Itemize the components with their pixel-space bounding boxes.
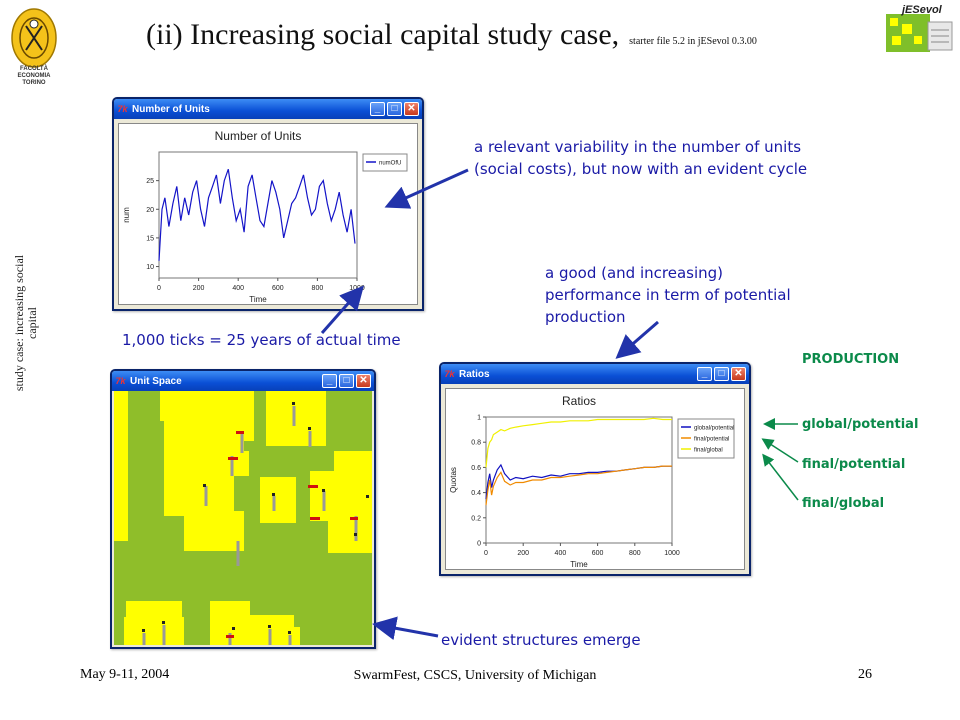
- window-title: Unit Space: [130, 375, 182, 387]
- maximize-button[interactable]: □: [339, 374, 354, 388]
- production-heading: PRODUCTION: [802, 352, 900, 367]
- x-tick-label: 200: [517, 550, 529, 557]
- footer-page-number: 26: [858, 667, 872, 682]
- performance-note-line3: production: [545, 308, 626, 326]
- ratios-chart-panel: Ratios 0 200 400 600 800 1000 0 0.2 0.4 0.6 0.8 1 Tim…: [445, 388, 745, 570]
- plot-area: [158, 151, 358, 279]
- y-tick-label: 0.6: [471, 465, 481, 472]
- y-tick-label: 10: [146, 264, 154, 271]
- arrow-space: [372, 616, 439, 641]
- y-tick-label: 0.8: [471, 440, 481, 447]
- y-tick-label: 25: [146, 178, 154, 185]
- logo-text-3: TORINO: [22, 80, 46, 86]
- units-note: a relevant variability in the number of …: [474, 136, 807, 180]
- unit-space-grid[interactable]: [114, 391, 372, 645]
- production-item-global-potential: global/potential: [802, 417, 919, 432]
- chart-title: Number of Units: [215, 129, 302, 143]
- slide-title: (ii) Increasing social capital study cas…: [146, 18, 757, 52]
- side-label: study case: increasing social capital: [12, 254, 39, 392]
- window-title: Number of Units: [132, 103, 210, 115]
- ratios-chart: Ratios 0 200 400 600 800 1000 0 0.2 0.4 0.6 0.8 1 Tim…: [449, 394, 735, 569]
- title-small: starter file 5.2 in jESevol 0.3.00: [629, 36, 757, 47]
- jesevol-logo-text: jESevol: [902, 4, 942, 16]
- x-tick-label: 800: [312, 285, 324, 292]
- performance-note: a good (and increasing) performance in t…: [545, 262, 791, 328]
- x-tick-label: 1000: [349, 285, 365, 292]
- number-of-units-window[interactable]: 7k Number of Units _ □ ✕ Number of Units…: [112, 97, 424, 311]
- minimize-button[interactable]: _: [697, 367, 712, 381]
- chart-title: Ratios: [562, 394, 596, 408]
- ticks-note: 1,000 ticks = 25 years of actual time: [122, 331, 401, 349]
- window-titlebar[interactable]: 7k Ratios _ □ ✕: [441, 364, 749, 384]
- y-tick-label: 0.4: [471, 490, 481, 497]
- close-button[interactable]: ✕: [731, 367, 746, 381]
- footer-event: SwarmFest, CSCS, University of Michigan: [353, 668, 597, 683]
- y-tick-label: 0: [477, 541, 481, 548]
- y-tick-label: 20: [146, 207, 154, 214]
- x-tick-label: 600: [272, 285, 284, 292]
- x-tick-label: 400: [555, 550, 567, 557]
- legend-label: numOfU: [379, 161, 401, 167]
- legend-label: final/global: [694, 448, 723, 454]
- x-tick-label: 0: [157, 285, 161, 292]
- series-line-final-potential: [485, 465, 672, 506]
- plot-area: [485, 416, 673, 544]
- logo-text-2: ECONOMIA: [17, 73, 51, 79]
- arrow-final-potential: [761, 438, 799, 463]
- window-titlebar[interactable]: 7k Number of Units _ □ ✕: [114, 99, 422, 119]
- units-chart: Number of Units 0 200 400 600 800 1000 10 15 20 25…: [122, 129, 408, 304]
- y-tick-label: 1: [477, 415, 481, 422]
- performance-note-line2: performance in term of potential: [545, 286, 791, 304]
- window-title: Ratios: [459, 368, 490, 380]
- x-tick-label: 1000: [664, 550, 680, 557]
- arrow-final-global: [762, 453, 799, 501]
- units-chart-panel: Number of Units 0 200 400 600 800 1000 10 15 20 25…: [118, 123, 418, 305]
- x-tick-label: 400: [232, 285, 244, 292]
- close-button[interactable]: ✕: [404, 102, 419, 116]
- production-item-final-potential: final/potential: [802, 457, 906, 472]
- legend-label: global/potential: [694, 426, 734, 432]
- logo-text-1: FACOLTÀ: [20, 66, 48, 72]
- maximize-button[interactable]: □: [714, 367, 729, 381]
- close-button[interactable]: ✕: [356, 374, 371, 388]
- x-axis-label: Time: [570, 560, 588, 569]
- jesevol-logo: jESevol: [884, 4, 954, 54]
- title-main: (ii) Increasing social capital study cas…: [146, 18, 620, 51]
- ratios-window[interactable]: 7k Ratios _ □ ✕ Ratios 0 200 400 600 800 1000 0…: [439, 362, 751, 576]
- x-tick-label: 600: [592, 550, 604, 557]
- x-tick-label: 200: [193, 285, 205, 292]
- footer-date: May 9-11, 2004: [80, 667, 170, 682]
- series-line-numOfU: [158, 169, 356, 261]
- units-note-line1: a relevant variability in the number of …: [474, 138, 802, 156]
- window-titlebar[interactable]: 7k Unit Space _ □ ✕: [112, 371, 374, 391]
- x-axis-label: Time: [249, 295, 267, 304]
- units-note-line2: (social costs), but now with an evident …: [474, 160, 808, 178]
- app-icon: 7k: [444, 369, 455, 379]
- legend-box: [362, 153, 408, 172]
- y-tick-label: 0.2: [471, 515, 481, 522]
- production-item-final-global: final/global: [802, 496, 885, 511]
- y-axis-label: Quotas: [449, 467, 458, 493]
- minimize-button[interactable]: _: [322, 374, 337, 388]
- space-note: evident structures emerge: [441, 631, 641, 649]
- y-axis-label: num: [122, 207, 131, 223]
- app-icon: 7k: [115, 376, 126, 386]
- minimize-button[interactable]: _: [370, 102, 385, 116]
- y-tick-label: 15: [146, 235, 154, 242]
- faculty-logo: FACOLTÀ ECONOMIA TORINO: [4, 4, 64, 94]
- legend-label: final/potential: [694, 437, 729, 443]
- performance-note-line1: a good (and increasing): [545, 264, 724, 282]
- series-line-final-global: [485, 417, 672, 468]
- x-tick-label: 800: [629, 550, 641, 557]
- maximize-button[interactable]: □: [387, 102, 402, 116]
- unit-space-window[interactable]: 7k Unit Space _ □ ✕: [110, 369, 376, 649]
- x-tick-label: 0: [484, 550, 488, 557]
- app-icon: 7k: [117, 104, 128, 114]
